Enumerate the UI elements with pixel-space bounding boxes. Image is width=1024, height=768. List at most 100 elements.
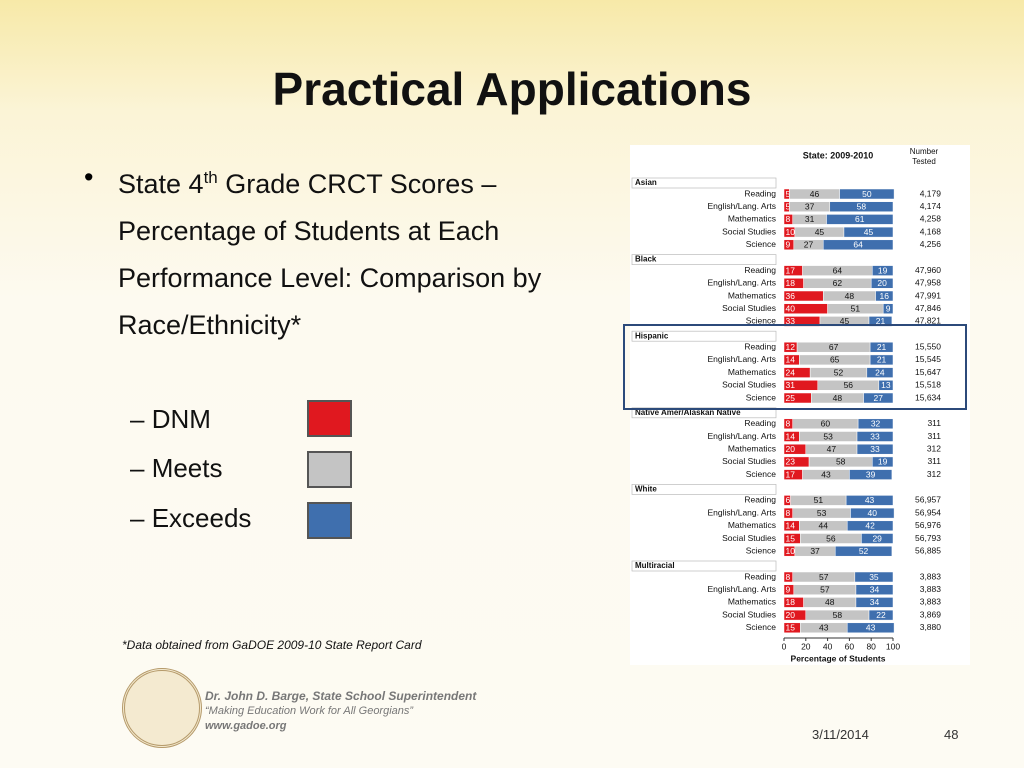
number-tested: 47,821 bbox=[915, 316, 941, 326]
bar-segment bbox=[868, 316, 893, 327]
bar-label: 60 bbox=[821, 419, 831, 429]
y-tick-label: Science bbox=[746, 545, 777, 555]
bar-label: 17 bbox=[786, 469, 796, 479]
bar-label: 9 bbox=[786, 584, 791, 594]
highlight-box bbox=[623, 324, 967, 410]
panel-title: Multiracial bbox=[635, 561, 675, 570]
bar-label: 5 bbox=[786, 201, 791, 211]
legend-swatch bbox=[307, 400, 352, 437]
bar-label: 18 bbox=[786, 278, 796, 288]
bar-label: 31 bbox=[786, 380, 796, 390]
x-tick-label: 0 bbox=[782, 641, 787, 651]
bar-label: 20 bbox=[877, 278, 887, 288]
bar-label: 52 bbox=[834, 367, 844, 377]
bar-label: 12 bbox=[786, 342, 796, 352]
y-tick-label: Reading bbox=[744, 495, 776, 505]
bar-label: 64 bbox=[853, 240, 863, 250]
bar-label: 24 bbox=[786, 367, 796, 377]
number-tested: 311 bbox=[927, 418, 941, 428]
number-tested: 56,954 bbox=[915, 507, 941, 517]
bar-label: 48 bbox=[833, 393, 843, 403]
panel-header bbox=[631, 484, 777, 495]
bar-label: 51 bbox=[851, 303, 861, 313]
number-tested: 56,976 bbox=[915, 520, 941, 530]
bar-label: 37 bbox=[810, 546, 820, 556]
bar-label: 10 bbox=[786, 546, 796, 556]
bar-label: 42 bbox=[865, 521, 875, 531]
y-tick-label: Science bbox=[746, 469, 777, 479]
bar-label: 9 bbox=[886, 303, 891, 313]
bar-label: 50 bbox=[862, 189, 872, 199]
panel-header bbox=[631, 177, 777, 189]
bar-label: 43 bbox=[819, 623, 829, 633]
legend-swatch bbox=[307, 451, 352, 488]
bar-segment bbox=[878, 380, 894, 391]
bar-label: 67 bbox=[829, 342, 839, 352]
number-tested: 15,545 bbox=[915, 354, 941, 364]
bullet-dot: • bbox=[84, 162, 94, 192]
legend-item: – Exceeds bbox=[130, 503, 252, 533]
bar-label: 45 bbox=[840, 316, 850, 326]
panel-title: Asian bbox=[635, 178, 657, 187]
bar-label: 8 bbox=[786, 508, 791, 518]
bar-segment bbox=[843, 226, 894, 238]
bar-label: 56 bbox=[844, 380, 854, 390]
y-tick-label: Reading bbox=[744, 265, 776, 275]
y-tick-label: Social Studies bbox=[722, 456, 776, 466]
bar-segment bbox=[861, 533, 894, 544]
bar-label: 58 bbox=[836, 457, 846, 467]
number-tested: 3,880 bbox=[920, 622, 942, 632]
y-tick-label: Reading bbox=[744, 571, 776, 581]
y-tick-label: Science bbox=[746, 392, 777, 402]
x-tick-label: 80 bbox=[866, 641, 876, 651]
panel-header bbox=[631, 254, 777, 265]
bar-label: 48 bbox=[845, 291, 855, 301]
bar-label: 43 bbox=[866, 623, 876, 633]
x-tick-label: 100 bbox=[886, 641, 900, 651]
bar-label: 64 bbox=[833, 265, 843, 275]
y-tick-label: Science bbox=[746, 239, 777, 249]
bar-label: 21 bbox=[876, 316, 886, 326]
y-tick-label: English/Lang. Arts bbox=[707, 507, 776, 517]
bar-label: 19 bbox=[878, 265, 888, 275]
bar-label: 8 bbox=[786, 572, 791, 582]
bar-segment bbox=[863, 392, 894, 404]
y-tick-label: Reading bbox=[744, 188, 776, 198]
number-tested: 47,991 bbox=[915, 290, 941, 300]
number-tested: 3,883 bbox=[920, 571, 942, 581]
panel-title: Black bbox=[635, 255, 657, 264]
bar-segment bbox=[850, 507, 895, 519]
bar-segment bbox=[869, 341, 894, 353]
panel-header bbox=[631, 560, 777, 572]
bar-label: 47 bbox=[827, 444, 837, 454]
number-tested: 311 bbox=[927, 456, 941, 466]
bullet-text: State 4th Grade CRCT Scores – Percentage… bbox=[118, 154, 598, 349]
bar-label: 24 bbox=[875, 367, 885, 377]
bar-segment bbox=[856, 443, 894, 455]
bar-label: 51 bbox=[814, 495, 824, 505]
y-tick-label: Reading bbox=[744, 418, 776, 428]
y-tick-label: Mathematics bbox=[728, 520, 776, 530]
bar-segment bbox=[856, 431, 894, 442]
bar-label: 27 bbox=[804, 240, 814, 250]
number-tested: 4,256 bbox=[920, 239, 942, 249]
y-tick-label: English/Lang. Arts bbox=[707, 278, 776, 288]
footnote: *Data obtained from GaDOE 2009-10 State … bbox=[122, 638, 422, 652]
bar-label: 57 bbox=[819, 572, 829, 582]
x-axis-label: Percentage of Students bbox=[791, 653, 886, 663]
number-tested: 15,518 bbox=[915, 380, 941, 390]
bar-segment bbox=[826, 214, 894, 225]
bar-segment bbox=[868, 609, 894, 621]
bar-segment bbox=[857, 418, 894, 430]
bar-label: 21 bbox=[877, 342, 887, 352]
bar-label: 39 bbox=[866, 469, 876, 479]
bar-segment bbox=[866, 367, 894, 378]
bar-segment bbox=[872, 456, 894, 468]
bar-segment bbox=[839, 188, 895, 200]
bar-label: 62 bbox=[833, 278, 843, 288]
footer-site: www.gadoe.org bbox=[205, 720, 287, 732]
bar-label: 10 bbox=[786, 227, 796, 237]
bar-label: 8 bbox=[786, 214, 791, 224]
number-header: Number Tested bbox=[910, 147, 938, 166]
bar-label: 57 bbox=[820, 584, 830, 594]
